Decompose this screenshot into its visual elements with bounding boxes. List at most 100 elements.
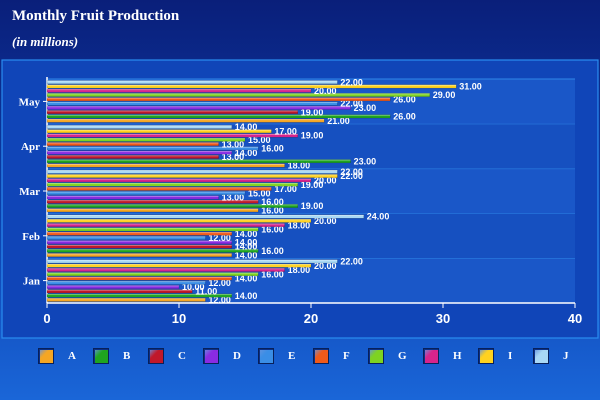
- data-label-e-jan: 12.00: [208, 278, 231, 288]
- bar-d-apr: [46, 150, 233, 155]
- data-label-b-apr: 23.00: [354, 156, 377, 166]
- legend-swatch-g: [368, 348, 384, 364]
- bar-h-apr: [46, 133, 299, 138]
- legend-label-f: F: [343, 350, 350, 362]
- bar-c-jan: [46, 289, 193, 294]
- bar-highlight: [47, 174, 338, 176]
- bar-a-apr: [46, 163, 285, 168]
- bar-highlight: [47, 268, 285, 270]
- bar-highlight: [47, 285, 179, 287]
- bar-c-apr: [46, 155, 219, 159]
- legend-item-b: B: [93, 348, 130, 364]
- data-label-d-mar: 13.00: [222, 193, 245, 203]
- data-label-b-may: 26.00: [393, 112, 416, 122]
- data-label-a-may: 21.00: [327, 116, 350, 126]
- data-label-j-feb: 24.00: [367, 212, 390, 222]
- bar-b-feb: [46, 248, 259, 253]
- legend-label-j: J: [563, 350, 569, 362]
- bar-highlight: [47, 142, 219, 144]
- x-tick-label-0: 0: [43, 311, 50, 326]
- bar-d-may: [46, 105, 351, 110]
- bar-j-mar: [46, 169, 338, 174]
- data-label-f-mar: 17.00: [274, 184, 297, 194]
- bar-highlight: [47, 195, 219, 197]
- legend-label-h: H: [453, 350, 462, 362]
- bar-j-apr: [46, 125, 233, 129]
- bar-highlight: [47, 114, 391, 116]
- bar-highlight: [47, 298, 206, 300]
- bar-highlight: [47, 227, 259, 229]
- data-label-f-feb: 14.00: [235, 229, 258, 239]
- legend-label-c: C: [178, 350, 186, 362]
- legend-item-c: C: [148, 348, 186, 364]
- data-label-e-may: 22.00: [340, 99, 363, 109]
- bar-i-mar: [46, 174, 338, 178]
- bar-g-feb: [46, 227, 259, 232]
- bar-e-may: [46, 101, 338, 106]
- y-tick-label-mar: Mar: [19, 186, 40, 198]
- data-label-h-apr: 19.00: [301, 131, 324, 141]
- bar-b-jan: [46, 293, 233, 298]
- legend-label-a: A: [68, 350, 76, 362]
- data-label-a-jan: 12.00: [208, 295, 231, 305]
- data-label-i-jan: 20.00: [314, 261, 337, 271]
- x-tick-label-10: 10: [172, 311, 186, 326]
- legend-swatch-a: [38, 348, 54, 364]
- bar-a-feb: [46, 253, 233, 257]
- bar-g-mar: [46, 182, 299, 187]
- data-label-b-jan: 14.00: [235, 291, 258, 301]
- data-label-i-feb: 20.00: [314, 216, 337, 226]
- chart-subtitle: (in millions): [12, 34, 79, 49]
- bar-j-feb: [46, 214, 364, 219]
- legend-swatch-i: [478, 348, 494, 364]
- data-label-g-feb: 16.00: [261, 225, 284, 235]
- data-label-c-mar: 16.00: [261, 197, 284, 207]
- data-label-h-may: 20.00: [314, 86, 337, 96]
- bar-a-mar: [46, 208, 259, 213]
- bar-d-feb: [46, 240, 233, 245]
- legend-label-g: G: [398, 350, 407, 362]
- data-label-a-feb: 14.00: [235, 250, 258, 260]
- bar-highlight: [47, 200, 259, 202]
- bar-highlight: [47, 101, 338, 104]
- y-tick-label-apr: Apr: [21, 141, 40, 153]
- bar-c-feb: [46, 244, 233, 249]
- bar-j-may: [46, 80, 338, 85]
- legend-swatch-c: [148, 348, 164, 364]
- bar-highlight: [47, 138, 245, 140]
- y-tick-label-may: May: [19, 96, 41, 108]
- bar-d-mar: [46, 195, 219, 200]
- data-label-j-mar: 22.00: [340, 167, 363, 177]
- legend-swatch-f: [313, 348, 329, 364]
- bar-b-mar: [46, 204, 299, 208]
- legend-swatch-h: [423, 348, 439, 364]
- bar-h-jan: [46, 268, 285, 272]
- bar-highlight: [47, 259, 338, 261]
- bar-e-mar: [46, 191, 246, 196]
- bar-d-jan: [46, 285, 180, 289]
- bar-highlight: [47, 231, 232, 234]
- data-label-j-apr: 14.00: [235, 122, 258, 132]
- data-label-c-may: 19.00: [301, 107, 324, 117]
- bar-b-apr: [46, 159, 351, 164]
- bar-highlight: [47, 204, 298, 206]
- legend-swatch-d: [203, 348, 219, 364]
- bar-highlight: [47, 133, 298, 135]
- legend-label-e: E: [288, 350, 296, 362]
- legend-swatch-e: [258, 348, 274, 364]
- bar-highlight: [47, 106, 351, 108]
- data-label-f-jan: 14.00: [235, 274, 258, 284]
- bar-g-may: [46, 93, 430, 97]
- bar-highlight: [47, 223, 285, 225]
- bar-a-jan: [46, 297, 206, 302]
- legend-label-b: B: [123, 350, 131, 362]
- y-tick-label-feb: Feb: [22, 231, 40, 243]
- bar-highlight: [47, 281, 206, 283]
- legend-item-a: A: [38, 348, 76, 364]
- bar-e-apr: [46, 146, 259, 151]
- x-tick-label-30: 30: [436, 311, 450, 326]
- data-label-i-may: 31.00: [459, 82, 482, 92]
- data-label-i-apr: 17.00: [274, 126, 297, 136]
- data-label-a-mar: 16.00: [261, 205, 284, 215]
